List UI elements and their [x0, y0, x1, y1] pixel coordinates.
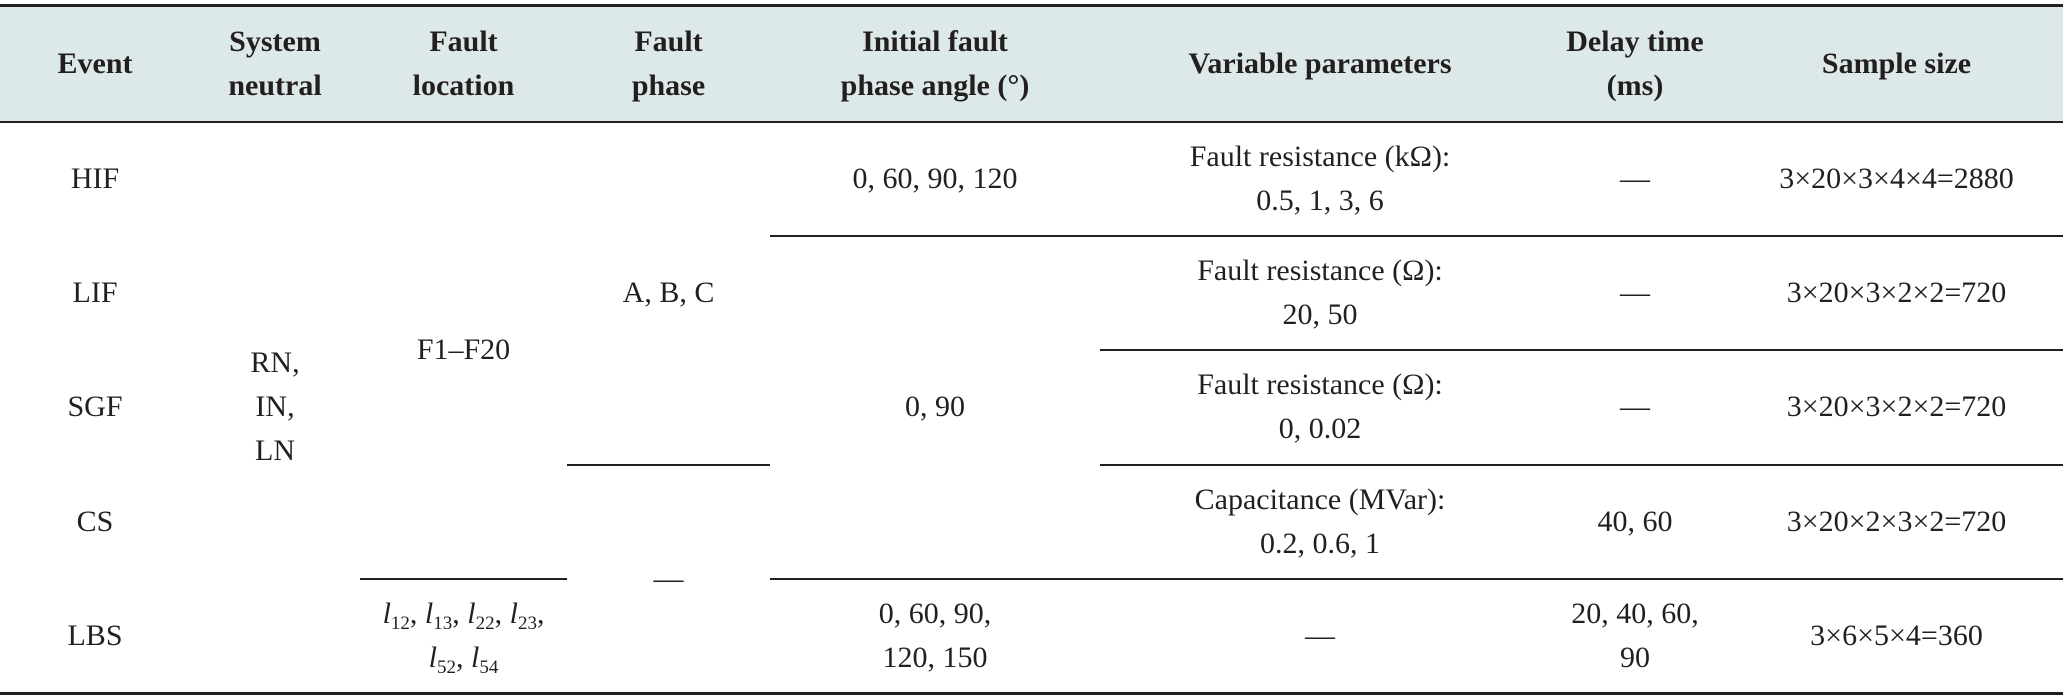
- system-neutral-value: RN, IN, LN: [250, 346, 300, 467]
- sample-size-hif: 3×20×3×4×4=2880: [1779, 162, 2014, 195]
- initial-angle-lbs: 0, 60, 90, 120, 150: [878, 597, 992, 674]
- header-fault-phase: Fault phase: [631, 25, 706, 102]
- fault-location-lbs: l12, l13, l22, l23, l52, l54: [360, 579, 567, 693]
- delay-time-hif: —: [1620, 162, 1650, 195]
- sample-size-lbs: 3×6×5×4=360: [1810, 619, 1983, 652]
- rule-sgf-params: [1100, 464, 2063, 466]
- header-initial-angle: Initial fault phase angle (°): [840, 25, 1030, 102]
- header-fault-location: Fault location: [412, 25, 515, 102]
- variable-parameters-sgf: Fault resistance (Ω): 0, 0.02: [1197, 368, 1443, 445]
- fault-location-lbs-line1: l12, l13, l22, l23,: [382, 597, 545, 634]
- initial-angle-lif-sgf-cs: 0, 90: [905, 390, 965, 423]
- delay-time-cs: 40, 60: [1597, 505, 1673, 538]
- fault-phase-lbs: —: [653, 562, 684, 595]
- event-hif: HIF: [70, 162, 120, 195]
- fault-location-main: F1–F20: [416, 333, 511, 366]
- rule-lif-params: [1100, 349, 2063, 351]
- header-delay-time: Delay time (ms): [1566, 25, 1704, 102]
- bottom-rule: [0, 692, 2063, 695]
- rule-cs-lbs: [770, 578, 2063, 580]
- header-variable-parameters: Variable parameters: [1188, 47, 1452, 80]
- event-cs: CS: [76, 505, 114, 538]
- header-system-neutral: System neutral: [228, 25, 322, 102]
- top-rule: [0, 4, 2063, 7]
- delay-time-sgf: —: [1620, 390, 1650, 423]
- header-sample-size: Sample size: [1821, 47, 1972, 80]
- header-rule: [0, 121, 2063, 123]
- delay-time-lbs: 20, 40, 60, 90: [1571, 597, 1699, 674]
- header-event: Event: [57, 47, 133, 80]
- sample-size-lif: 3×20×3×2×2=720: [1786, 276, 2007, 309]
- variable-parameters-lif: Fault resistance (Ω): 20, 50: [1197, 254, 1443, 331]
- fault-location-lbs-line2: l52, l54: [428, 641, 499, 678]
- variable-parameters-cs: Capacitance (MVar): 0.2, 0.6, 1: [1194, 483, 1446, 560]
- event-lbs: LBS: [67, 619, 123, 652]
- event-sgf: SGF: [67, 390, 123, 423]
- delay-time-lif: —: [1620, 276, 1650, 309]
- variable-parameters-hif: Fault resistance (kΩ): 0.5, 1, 3, 6: [1189, 140, 1451, 217]
- initial-angle-hif: 0, 60, 90, 120: [852, 162, 1018, 195]
- fault-phase-main: A, B, C: [622, 276, 715, 309]
- variable-parameters-lbs: —: [1305, 619, 1335, 652]
- rule-phase-lbs: [567, 464, 770, 466]
- rule-location-lbs: [360, 578, 567, 580]
- table-header-background: [0, 6, 2063, 122]
- sample-size-cs: 3×20×2×3×2=720: [1786, 505, 2007, 538]
- rule-hif-angle: [770, 235, 2063, 237]
- event-lif: LIF: [72, 276, 118, 309]
- sample-size-sgf: 3×20×3×2×2=720: [1786, 390, 2007, 423]
